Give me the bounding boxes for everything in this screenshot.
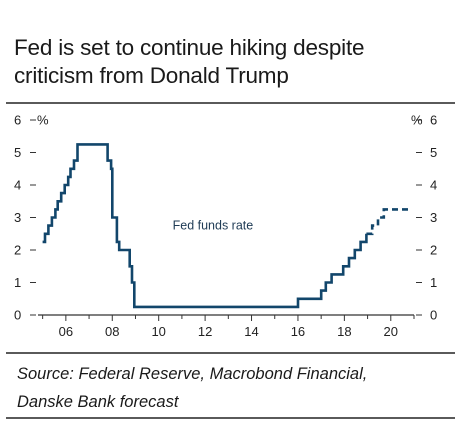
fed-funds-rate-line: [42, 143, 368, 309]
chart-title: Fed is set to continue hiking despite cr…: [14, 34, 444, 90]
y-tick-label-right: 6: [430, 113, 437, 128]
title-line-1: Fed is set to continue hiking despite: [14, 35, 365, 60]
x-tick-label: 20: [384, 324, 398, 339]
x-tick-label: 14: [244, 324, 258, 339]
y-tick-label-right: 3: [430, 210, 437, 225]
chart-axes: [30, 119, 422, 321]
source-line-2: Danske Bank forecast: [17, 393, 179, 411]
x-tick-label: 06: [59, 324, 73, 339]
x-tick-label: 10: [151, 324, 165, 339]
source-divider: [6, 352, 455, 354]
y-tick-label-left: 6: [14, 113, 21, 128]
x-tick-label: 08: [105, 324, 119, 339]
y-unit-left: %: [37, 113, 49, 128]
y-unit-right: %: [411, 113, 423, 128]
x-tick-label: 16: [291, 324, 305, 339]
y-tick-label-right: 5: [430, 145, 437, 160]
source-line-1: Source: Federal Reserve, Macrobond Finan…: [17, 365, 368, 383]
top-rule: [6, 102, 455, 104]
y-tick-label-left: 3: [14, 210, 21, 225]
y-tick-label-left: 1: [14, 275, 21, 290]
title-line-2: criticism from Donald Trump: [14, 63, 289, 88]
series-annotation: Fed funds rate: [173, 219, 254, 233]
x-tick-label: 12: [198, 324, 212, 339]
y-tick-label-right: 2: [430, 243, 437, 258]
y-tick-label-left: 0: [14, 308, 21, 323]
forecast-line: [366, 208, 411, 236]
y-tick-label-right: 4: [430, 178, 437, 193]
y-tick-label-left: 4: [14, 178, 21, 193]
chart-series: [42, 143, 411, 309]
y-tick-label-right: 0: [430, 308, 437, 323]
y-tick-label-left: 2: [14, 243, 21, 258]
x-tick-label: 18: [337, 324, 351, 339]
bottom-rule: [6, 417, 455, 419]
source-note: Source: Federal Reserve, Macrobond Finan…: [17, 360, 447, 416]
y-tick-label-right: 1: [430, 275, 437, 290]
y-tick-label-left: 5: [14, 145, 21, 160]
